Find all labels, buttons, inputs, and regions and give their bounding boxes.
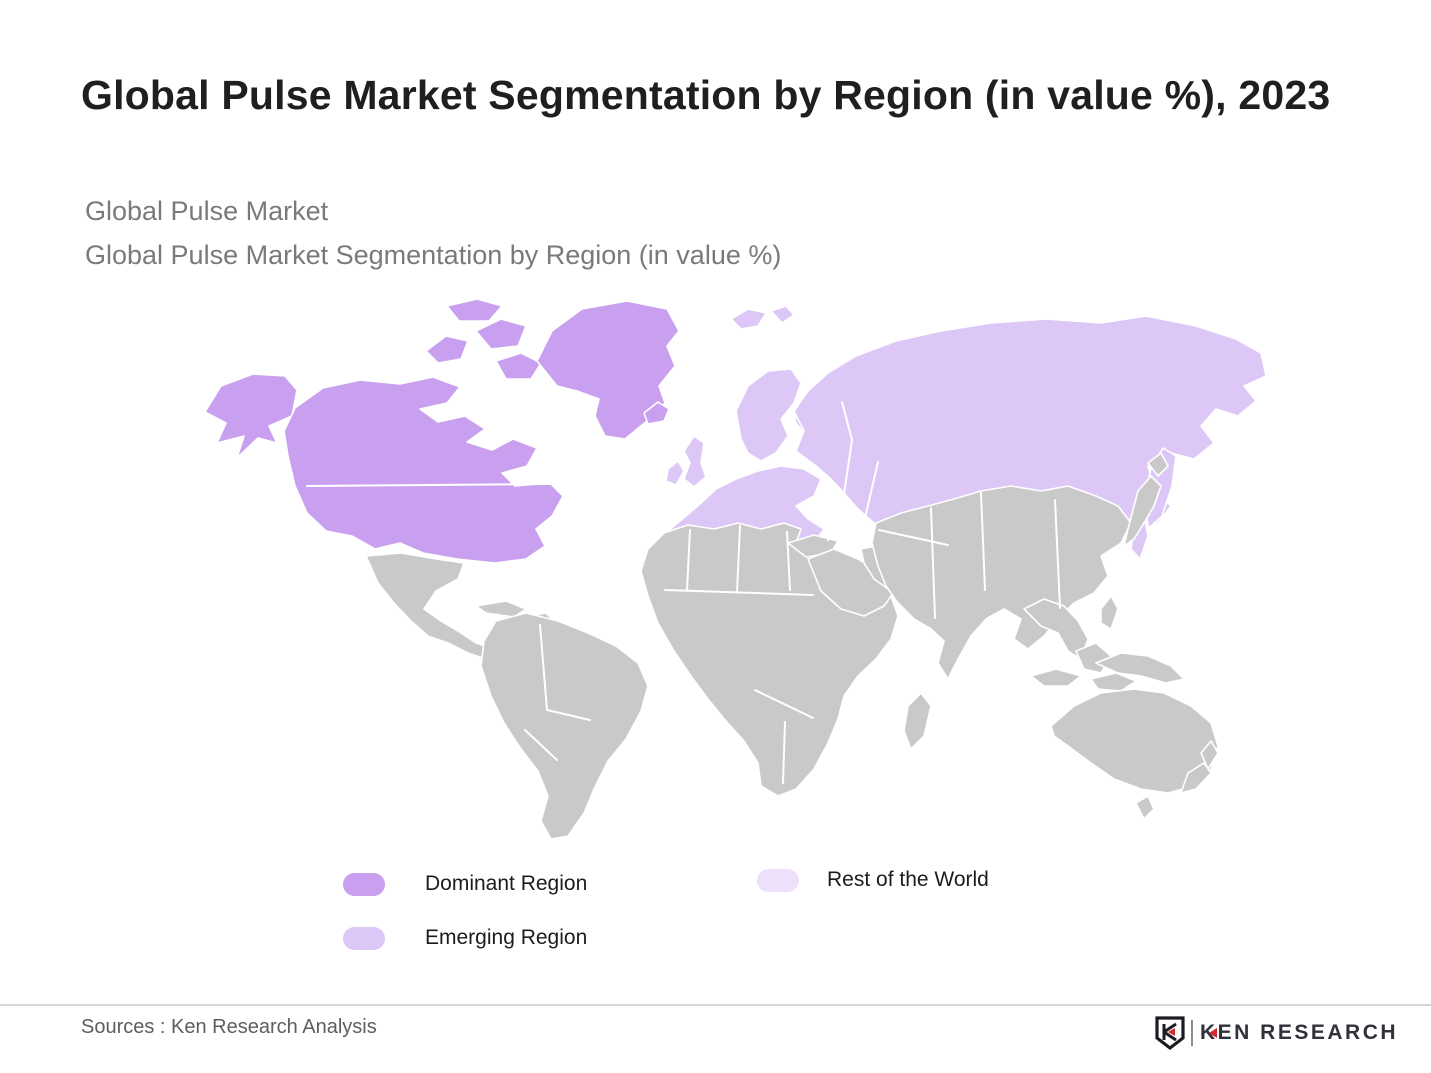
border-south-america-2 xyxy=(524,729,558,761)
map-shape-madagascar xyxy=(903,692,932,750)
legend-swatch-emerging xyxy=(343,926,385,950)
map-shape-japan xyxy=(1123,475,1162,547)
map-shape-new-guinea xyxy=(1095,652,1185,684)
map-shape-svalbard-1 xyxy=(730,308,767,330)
border-africa-3 xyxy=(736,525,741,593)
world-choropleth-map xyxy=(195,290,1270,845)
subtitle-market: Global Pulse Market xyxy=(85,196,329,226)
map-shape-alaska xyxy=(204,373,298,459)
map-region-dominant xyxy=(204,298,680,564)
map-shape-hokkaido xyxy=(1147,452,1169,477)
map-shape-mexico-central-america xyxy=(365,552,495,660)
map-shape-scandinavia xyxy=(735,368,802,462)
legend-item-dominant-region: Dominant Region xyxy=(343,872,587,896)
map-shape-arctic-island-2 xyxy=(475,318,527,350)
legend-label-dominant: Dominant Region xyxy=(425,872,588,895)
logo-wordmark: KEN RESEARCH xyxy=(1200,1021,1399,1044)
border-africa-6 xyxy=(782,721,786,784)
border-asia-3 xyxy=(878,529,949,546)
world-map-svg xyxy=(204,298,1267,840)
legend-label-emerging: Emerging Region xyxy=(425,926,588,949)
map-shape-south-america xyxy=(480,612,649,840)
legend-item-emerging-region: Emerging Region xyxy=(343,926,587,950)
map-shape-ireland xyxy=(665,460,685,486)
source-text: Sources : Ken Research Analysis xyxy=(81,1016,377,1038)
legend-label-rest: Rest of the World xyxy=(827,868,989,891)
legend-swatch-rest xyxy=(757,868,799,892)
map-shape-arctic-island-1 xyxy=(425,335,469,364)
map-shape-java xyxy=(1090,672,1137,692)
border-asia-4 xyxy=(1054,499,1061,609)
border-europe-russia-1 xyxy=(841,401,853,495)
map-shape-canada-usa xyxy=(283,376,564,564)
border-europe-russia-2 xyxy=(864,461,879,519)
map-country-borders xyxy=(306,401,1061,784)
ken-research-logo: KEN RESEARCH xyxy=(1155,1016,1398,1050)
border-africa-5 xyxy=(754,689,814,719)
logo-shield-icon xyxy=(1155,1016,1185,1050)
border-usa-canada xyxy=(306,483,551,487)
map-shape-arabia xyxy=(807,548,897,617)
subtitle-segmentation: Global Pulse Market Segmentation by Regi… xyxy=(85,240,782,270)
border-south-america-1 xyxy=(539,624,591,721)
border-africa-2 xyxy=(686,529,691,591)
footer-divider xyxy=(0,1004,1431,1006)
map-shape-philippines xyxy=(1100,595,1119,630)
border-asia-1 xyxy=(980,492,986,591)
map-shape-sumatra xyxy=(1030,668,1082,687)
border-central-america xyxy=(429,607,476,641)
map-shape-australia xyxy=(1050,688,1219,794)
map-shape-svalbard-2 xyxy=(770,305,795,324)
legend-item-rest-of-world: Rest of the World xyxy=(757,868,989,892)
map-shape-tasmania xyxy=(1135,795,1155,820)
legend-swatch-dominant xyxy=(343,872,385,896)
border-africa-4 xyxy=(786,531,791,591)
map-shape-new-zealand-north xyxy=(1200,740,1219,770)
map-shape-asia-mainland xyxy=(871,485,1132,680)
border-africa-1 xyxy=(664,589,814,596)
map-shape-greenland xyxy=(536,300,680,440)
map-shape-uk xyxy=(683,435,707,488)
map-shape-new-zealand-south xyxy=(1180,762,1212,794)
border-eastern-europe xyxy=(815,499,829,541)
border-asia-2 xyxy=(930,507,936,619)
map-shape-iceland xyxy=(643,401,670,425)
map-shape-arctic-island-3 xyxy=(495,352,542,380)
map-shape-arctic-island-4 xyxy=(446,298,503,322)
page-title: Global Pulse Market Segmentation by Regi… xyxy=(81,72,1331,118)
logo-red-accent xyxy=(1209,1028,1217,1038)
logo-separator xyxy=(1191,1020,1193,1046)
map-shape-cuba xyxy=(475,600,527,618)
